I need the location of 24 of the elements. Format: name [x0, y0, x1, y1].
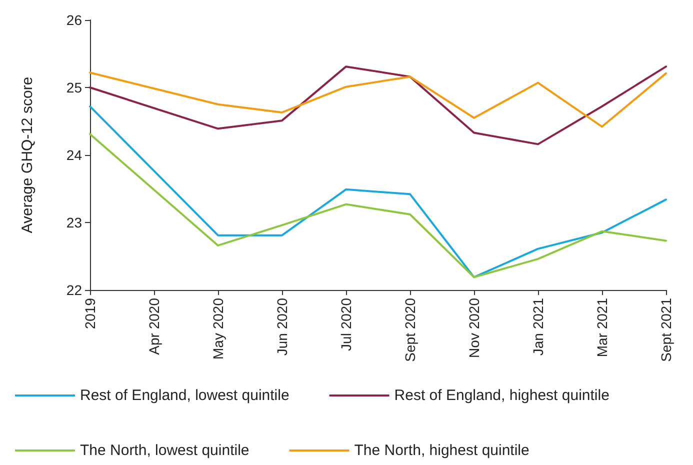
- line-series: [89, 105, 667, 278]
- x-tick-label: Jul 2020: [338, 298, 354, 351]
- x-tick-label: Jan 2021: [530, 298, 546, 356]
- x-tick-label: 2019: [82, 298, 98, 330]
- x-tick-label: Jun 2020: [274, 298, 290, 356]
- legend-label: Rest of England, lowest quintile: [80, 387, 290, 404]
- x-tick-label: Nov 2020: [466, 298, 482, 358]
- y-axis-title: Average GHQ-12 score: [19, 76, 36, 234]
- line-series: [89, 66, 667, 146]
- y-tick-label: 24: [66, 147, 82, 163]
- line-series: [89, 133, 667, 278]
- y-tick-label: 26: [66, 12, 82, 28]
- x-tick-label: Mar 2021: [594, 298, 610, 358]
- line-series: [89, 72, 667, 128]
- y-tick-label: 22: [66, 282, 82, 298]
- legend-label: The North, highest quintile: [354, 442, 530, 459]
- legend-label: Rest of England, highest quintile: [394, 387, 610, 404]
- x-tick-label: Sept 2020: [402, 298, 418, 362]
- y-tick-label: 23: [66, 214, 82, 230]
- x-tick-label: Sept 2021: [658, 298, 674, 362]
- y-tick-label: 25: [66, 80, 82, 96]
- x-tick-label: May 2020: [210, 298, 226, 360]
- x-tick-label: Apr 2020: [146, 298, 162, 355]
- legend-label: The North, lowest quintile: [80, 442, 250, 459]
